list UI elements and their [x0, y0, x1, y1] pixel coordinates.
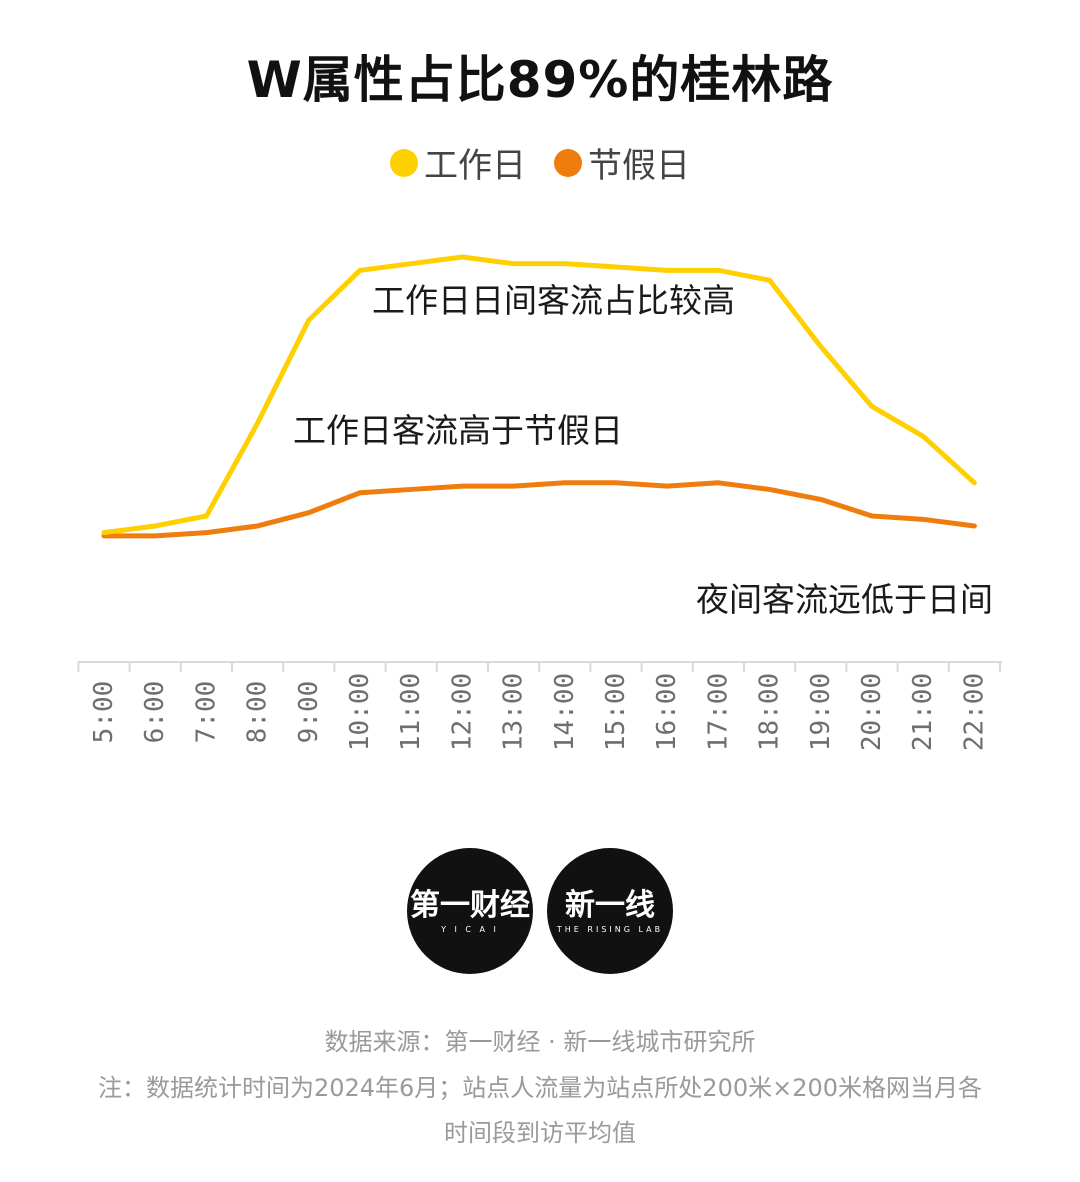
x-tick-label: 14:00 [550, 673, 580, 751]
yicai-logo-text: 第一财经 [410, 887, 530, 923]
x-tick-label: 8:00 [243, 681, 273, 744]
x-tick-label: 5:00 [89, 681, 119, 744]
yicai-logo-subtext: Y I C A I [441, 924, 499, 934]
yicai-logo: 第一财经 Y I C A I [407, 848, 533, 974]
footnote-line-1: 注：数据统计时间为2024年6月；站点人流量为站点所处200米×200米格网当月… [97, 1074, 983, 1102]
legend-label-holiday: 节假日 [588, 146, 690, 186]
x-tick-label: 21:00 [908, 673, 938, 751]
rising-lab-logo-subtext: THE RISING LAB [556, 924, 664, 934]
annotation-night-lower: 夜间客流远低于日间 [696, 580, 993, 619]
x-tick-label: 12:00 [447, 673, 477, 751]
annotation-daytime-share: 工作日日间客流占比较高 [372, 281, 735, 320]
x-tick-label: 7:00 [191, 681, 221, 744]
x-tick-label: 17:00 [703, 673, 733, 751]
x-tick-label: 13:00 [499, 673, 529, 751]
rising-lab-logo-text: 新一线 [565, 887, 655, 923]
legend-item-workday: 工作日 [390, 138, 526, 187]
x-tick-label: 22:00 [959, 673, 989, 751]
legend-swatch-workday [390, 148, 418, 177]
x-tick-label: 19:00 [806, 673, 836, 751]
chart-title: W属性占比89%的桂林路 [246, 51, 834, 109]
chart-legend: 工作日 节假日 [0, 138, 1080, 187]
footnote-line-2: 时间段到访平均值 [444, 1119, 636, 1147]
legend-swatch-holiday [554, 148, 582, 177]
x-tick-label: 15:00 [601, 673, 631, 751]
legend-label-workday: 工作日 [424, 146, 526, 186]
x-tick-label: 20:00 [857, 673, 887, 751]
annotation-workday-higher: 工作日客流高于节假日 [293, 411, 623, 450]
x-tick-label: 11:00 [396, 673, 426, 751]
series-line-workday [101, 254, 977, 536]
x-tick-label: 10:00 [345, 673, 375, 751]
line-chart: 5:00 6:00 7:00 8:00 9:00 10:00 11:00 12:00 13:00… [77, 254, 1002, 751]
legend-item-holiday: 节假日 [554, 138, 690, 187]
x-tick-label: 9:00 [294, 681, 324, 744]
rising-lab-logo: 新一线 THE RISING LAB [547, 848, 673, 974]
x-tick-label: 18:00 [755, 673, 785, 751]
x-tick-label: 16:00 [652, 673, 682, 751]
logo-row: 第一财经 Y I C A I 新一线 THE RISING LAB [0, 848, 1080, 974]
data-source: 数据来源：第一财经 · 新一线城市研究所 [324, 1028, 756, 1056]
x-tick-label: 6:00 [140, 681, 170, 744]
series-line-holiday [101, 480, 977, 539]
